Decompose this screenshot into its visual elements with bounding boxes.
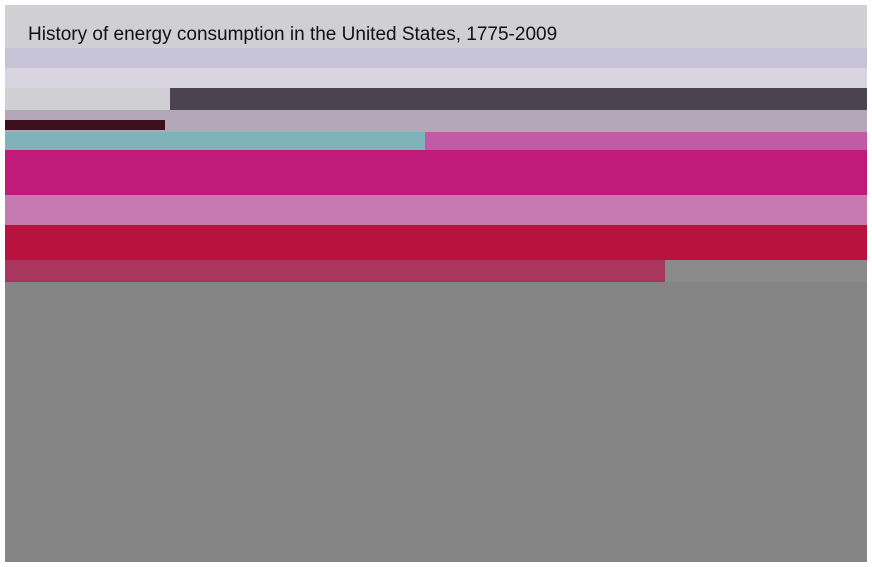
noise-band: [665, 260, 867, 282]
gray-region: [5, 282, 867, 562]
noise-band: [5, 150, 867, 195]
noise-band: [5, 225, 867, 260]
noise-band: [5, 132, 425, 150]
title: History of energy consumption in the Uni…: [28, 24, 557, 45]
noise-band: [425, 132, 867, 150]
noise-band: [170, 88, 867, 110]
noise-band: [5, 120, 165, 130]
noise-band: [5, 48, 867, 68]
noise-band: [5, 260, 665, 282]
page: History of energy consumption in the Uni…: [0, 0, 872, 567]
noise-band: [5, 195, 867, 225]
glitched-screenshot: History of energy consumption in the Uni…: [0, 0, 872, 567]
noise-band: [5, 68, 867, 88]
